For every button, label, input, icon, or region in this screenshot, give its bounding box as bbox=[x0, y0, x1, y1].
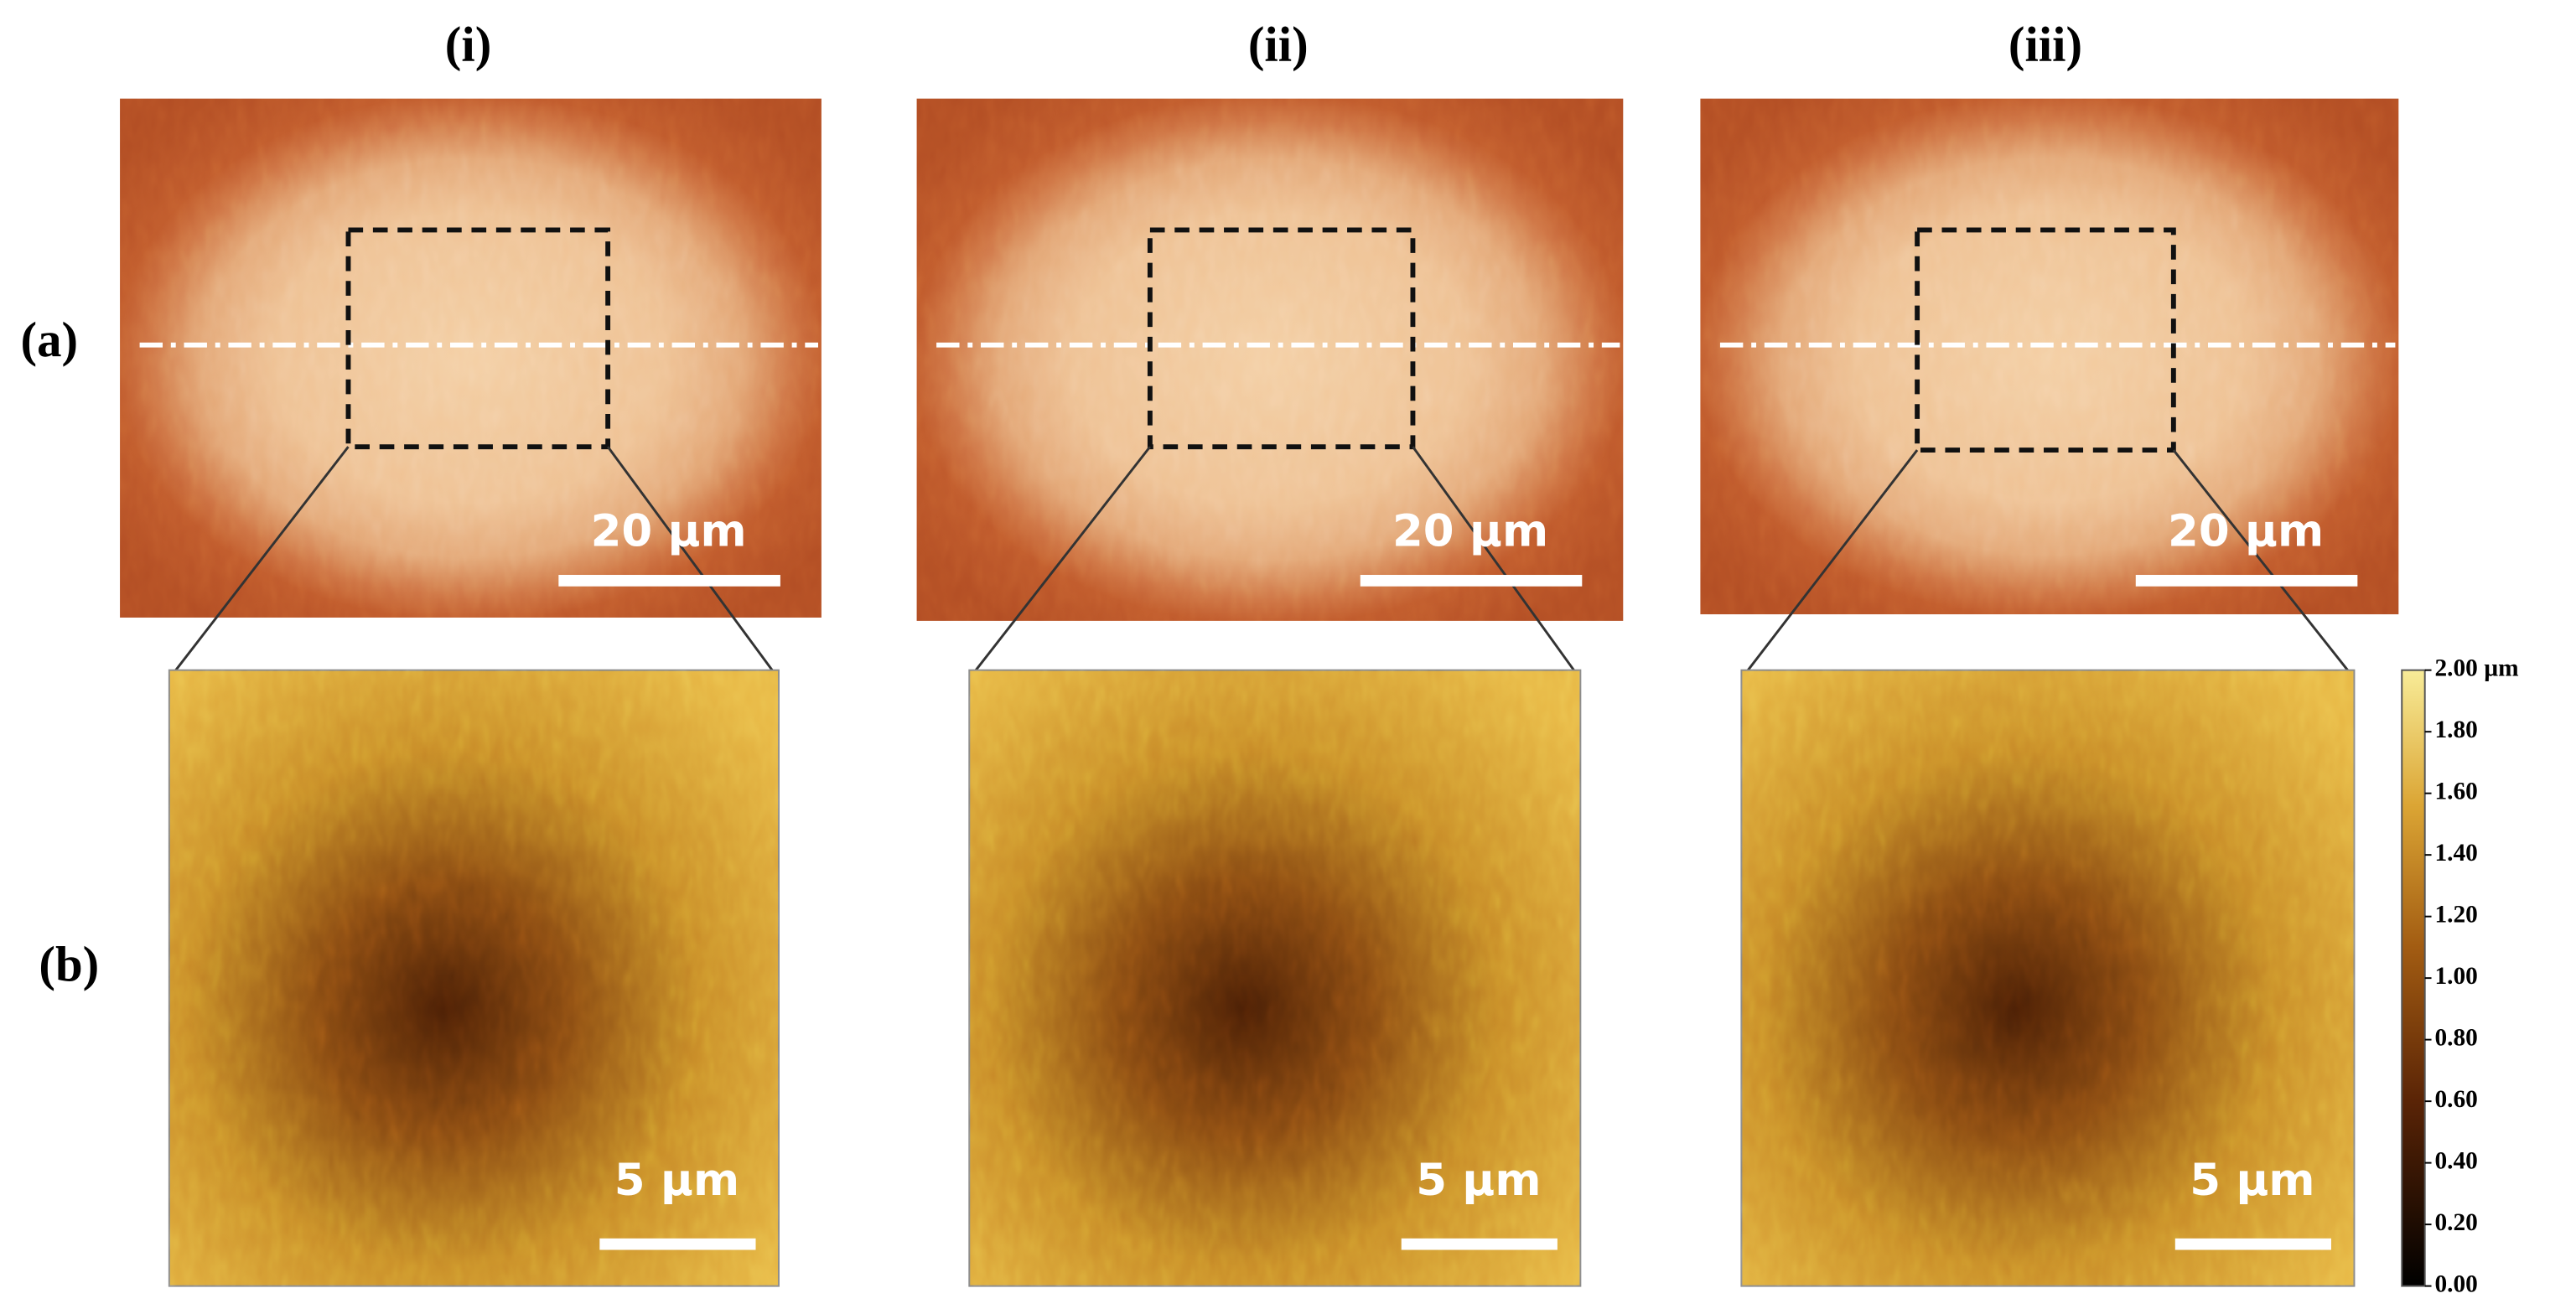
scale-bar-label: 5 µm bbox=[614, 1155, 739, 1206]
connector bbox=[974, 446, 1152, 671]
colorbar-tick-label: 0.80 bbox=[2434, 1024, 2477, 1051]
scale-bar-label: 20 µm bbox=[591, 506, 747, 557]
colorbar-tick-label: 0.00 bbox=[2434, 1270, 2477, 1297]
colorbar-tick-label: 1.60 bbox=[2434, 778, 2477, 804]
column-label: (iii) bbox=[2008, 17, 2082, 71]
scale-bar-label: 5 µm bbox=[1416, 1155, 1541, 1206]
scale-bar bbox=[599, 1238, 756, 1250]
colorbar-tick-label: 1.20 bbox=[2434, 901, 2477, 928]
scale-bar bbox=[2135, 575, 2358, 587]
connector bbox=[1412, 446, 1575, 671]
scale-bar-label: 5 µm bbox=[2190, 1155, 2314, 1206]
texture bbox=[120, 98, 822, 618]
scale-bar bbox=[558, 575, 780, 587]
column-label: (i) bbox=[445, 17, 491, 71]
zoom-box bbox=[345, 227, 611, 450]
scale-bar-label: 20 µm bbox=[2168, 506, 2324, 557]
texture bbox=[168, 670, 779, 1286]
connector bbox=[606, 446, 774, 671]
connector bbox=[2172, 449, 2349, 671]
colorbar-tick-label: 1.80 bbox=[2434, 716, 2477, 743]
column-label: (ii) bbox=[1248, 17, 1309, 71]
colorbar-tick-label: 1.00 bbox=[2434, 963, 2477, 990]
scale-bar bbox=[1401, 1238, 1558, 1250]
scale-bar bbox=[2174, 1238, 2331, 1250]
colorbar-tick-label: 0.40 bbox=[2434, 1147, 2477, 1174]
zoom-box bbox=[1915, 227, 2176, 453]
texture bbox=[1741, 670, 2355, 1286]
colorbar-tick-label: 1.40 bbox=[2434, 840, 2477, 867]
texture bbox=[1700, 98, 2399, 615]
zoom-box bbox=[1147, 227, 1416, 450]
colorbar bbox=[2401, 669, 2426, 1287]
row-label: (b) bbox=[39, 937, 99, 991]
row-label: (a) bbox=[21, 313, 79, 367]
texture bbox=[916, 98, 1624, 621]
colorbar-tick-label: 0.60 bbox=[2434, 1086, 2477, 1113]
scale-bar-label: 20 µm bbox=[1392, 506, 1548, 557]
connector bbox=[1747, 449, 1919, 671]
scale-bar bbox=[1360, 575, 1583, 587]
colorbar-top-label: 2.00 µm bbox=[2434, 654, 2518, 681]
colorbar-tick-label: 0.20 bbox=[2434, 1209, 2477, 1236]
texture bbox=[969, 670, 1581, 1286]
connector bbox=[174, 446, 350, 671]
panels: (i) (ii) (iii) (a) (b) 20 µm 20 µm 20 µm 5 µm 5 µ… bbox=[21, 17, 2519, 1297]
